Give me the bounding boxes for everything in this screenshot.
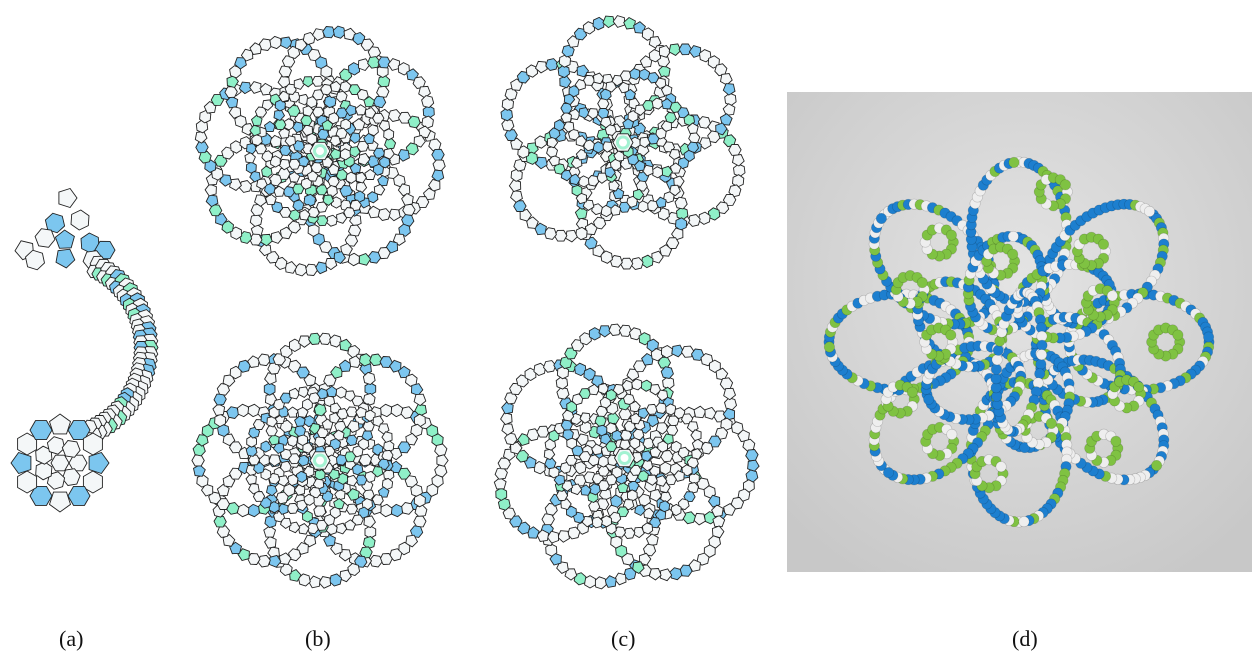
arm-structure-icon bbox=[10, 187, 159, 513]
panel-b-top-view bbox=[185, 20, 455, 282]
toroidal-network-icon bbox=[191, 332, 449, 589]
panel-c-bottom-view bbox=[482, 318, 767, 598]
toroidal-network-icon bbox=[194, 25, 446, 277]
panel-d-photo bbox=[787, 92, 1252, 572]
panel-a-arm-drawing bbox=[5, 178, 175, 518]
caption-a: (a) bbox=[59, 626, 84, 651]
caption-d: (d) bbox=[1012, 626, 1038, 651]
bead-model-icon bbox=[787, 92, 1252, 572]
caption-c: (c) bbox=[611, 626, 636, 651]
panel-c-top-view bbox=[488, 10, 758, 275]
panel-b-bottom-view bbox=[185, 328, 455, 593]
caption-b: (b) bbox=[305, 626, 331, 651]
toroidal-network-icon bbox=[500, 15, 746, 270]
toroidal-network-icon bbox=[493, 323, 760, 590]
